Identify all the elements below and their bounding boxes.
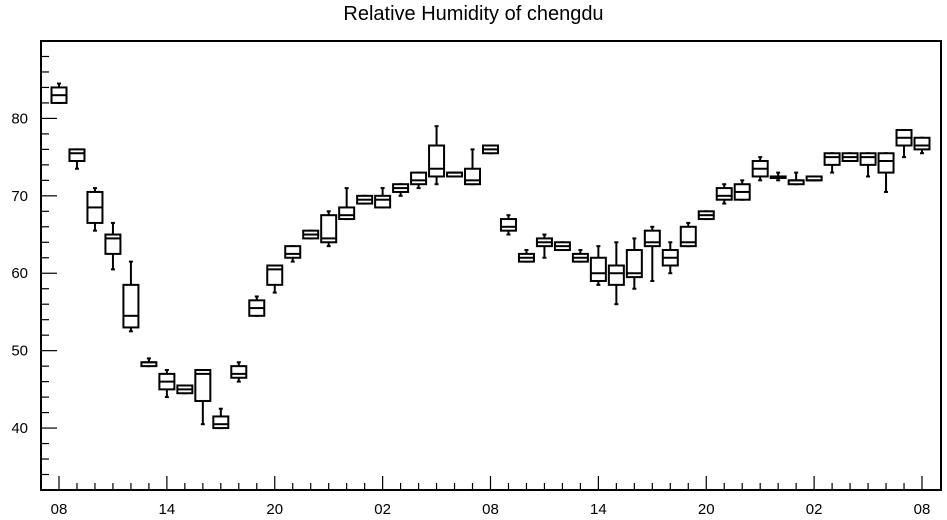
box-plot-item (50, 82, 68, 104)
iqr-box (877, 152, 895, 174)
y-tick-label: 40 (11, 420, 28, 437)
plot-frame (40, 40, 942, 491)
iqr-box (464, 167, 482, 186)
box-plot-item (913, 136, 931, 155)
x-tick-label: 14 (159, 501, 176, 518)
box-plot-item (517, 249, 535, 263)
box-plot-item (122, 260, 140, 333)
iqr-box (643, 229, 661, 248)
iqr-box (212, 415, 230, 430)
box-plot-item (661, 241, 679, 275)
y-tick-label: 50 (11, 343, 28, 360)
box-plot-item (553, 241, 571, 252)
x-tick-label: 02 (806, 501, 823, 518)
iqr-box (428, 144, 446, 178)
box-plot-item (446, 171, 464, 178)
iqr-box (122, 283, 140, 329)
box-plot-item (374, 187, 392, 209)
box-plot-item (715, 183, 733, 205)
box-plot-item (571, 249, 589, 263)
x-tick-label: 20 (698, 501, 715, 518)
x-tick-label: 08 (914, 501, 931, 518)
iqr-box (284, 245, 302, 259)
box-plot-item (194, 369, 212, 426)
box-plot-item (625, 237, 643, 290)
box-plot-item (679, 221, 697, 248)
iqr-box (338, 206, 356, 221)
iqr-box (607, 264, 625, 286)
box-plot-item (302, 229, 320, 240)
iqr-box (68, 148, 86, 162)
y-tick-label: 80 (11, 110, 28, 127)
iqr-box (823, 152, 841, 166)
x-axis: 08 14 20 02 08 14 20 02 08 (51, 476, 931, 518)
box-plot-item (697, 210, 715, 221)
box-plot-item (266, 264, 284, 294)
box-plot-item (212, 407, 230, 430)
iqr-box (499, 218, 517, 232)
box-plot-item (841, 152, 859, 162)
box-plot-item (86, 187, 104, 232)
box-plot-item (499, 214, 517, 236)
iqr-box (230, 365, 248, 379)
box-plot-item (589, 245, 607, 286)
box-plot-item (482, 144, 499, 155)
box-plot-item (823, 152, 841, 174)
iqr-box (715, 187, 733, 201)
box-plot-item (320, 210, 338, 248)
box-plot-item (338, 187, 356, 221)
box-plot-item (230, 361, 248, 383)
iqr-box (859, 152, 877, 166)
box-plot-item (356, 194, 374, 205)
box-plot-item (643, 225, 661, 282)
box-plot-item (140, 357, 158, 368)
box-plot-item (877, 152, 895, 193)
box-plot-item (410, 171, 428, 190)
x-tick-label: 08 (51, 501, 68, 518)
x-tick-label: 20 (266, 501, 283, 518)
box-plot-item (284, 245, 302, 263)
iqr-box (410, 171, 428, 186)
box-plot-item (158, 369, 176, 399)
box-plot-item (535, 233, 553, 259)
box-plot-item (607, 241, 625, 306)
box-plot-item (769, 171, 787, 182)
box-plot-item (68, 148, 86, 170)
box-plot-item (733, 179, 751, 201)
y-tick-label: 70 (11, 188, 28, 205)
iqr-box (589, 256, 607, 282)
box-plot-item (464, 148, 482, 186)
x-tick-label: 14 (590, 501, 607, 518)
box-series (50, 82, 931, 430)
iqr-box (913, 136, 931, 151)
box-plot-item (248, 295, 266, 317)
box-plot-item (895, 129, 913, 159)
x-tick-label: 02 (374, 501, 391, 518)
iqr-box (320, 214, 338, 244)
chart-title: Relative Humidity of chengdu (343, 3, 604, 25)
y-axis: 40 50 60 70 80 (11, 40, 57, 491)
x-tick-label: 08 (482, 501, 499, 518)
iqr-box (194, 369, 212, 402)
box-plot-item (176, 384, 194, 395)
box-plot-item (787, 171, 805, 186)
box-plot-item (392, 183, 410, 197)
iqr-box (625, 249, 643, 279)
box-plot-item (751, 156, 769, 182)
box-plot-item (805, 175, 823, 182)
box-plot-item (104, 221, 122, 271)
iqr-box (374, 194, 392, 209)
box-plot-item (859, 152, 877, 178)
y-tick-label: 60 (11, 265, 28, 282)
box-plot-item (428, 125, 446, 186)
